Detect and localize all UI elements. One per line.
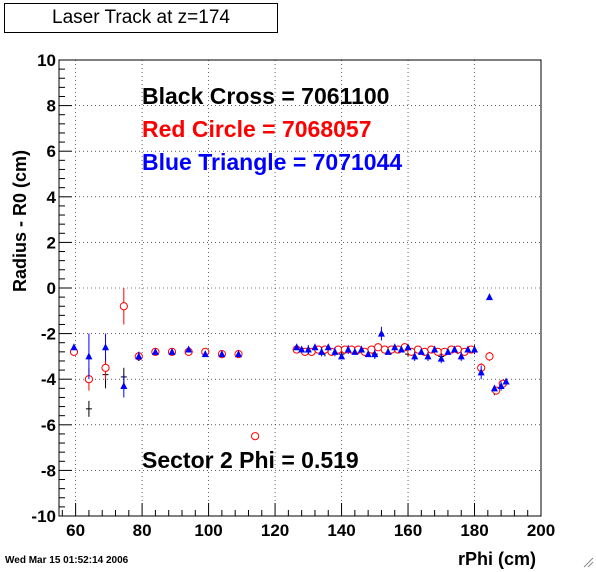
blue-triangle-point: [185, 345, 193, 353]
y-tick-label: 6: [47, 142, 56, 161]
blue-triangle-point: [444, 347, 452, 355]
blue-triangle-point: [318, 347, 326, 355]
blue-triangle-point: [218, 350, 226, 358]
blue-triangle-point: [293, 343, 301, 351]
blue-triangle-point: [451, 345, 459, 353]
annotation-label: Black Cross = 7061100: [142, 83, 389, 109]
x-axis-title: rPhi (cm): [458, 549, 536, 569]
red-circle-point: [101, 363, 110, 372]
blue-triangle-point: [391, 343, 399, 351]
blue-triangle-point: [324, 343, 332, 351]
axes: 60 80 100 120 140 160 180 200 -10 -8 -6 -4 -2 0 2 4 6 8 10: [31, 51, 555, 540]
blue-triangle-point: [464, 345, 472, 353]
blue-triangle-point: [490, 384, 498, 392]
annotation-label: Sector 2 Phi = 0.519: [142, 447, 359, 473]
y-tick-label: 10: [37, 51, 56, 70]
blue-triangle-point: [235, 350, 243, 358]
blue-triangle-point: [168, 347, 176, 355]
blue-triangle-point: [424, 352, 432, 360]
blue-triangle-point: [311, 343, 319, 351]
resize-handle-icon[interactable]: [582, 556, 594, 568]
blue-triangle-point: [411, 352, 419, 360]
blue-triangle-point: [201, 350, 209, 358]
blue-triangle-point: [304, 345, 312, 353]
blue-triangle-point: [85, 352, 93, 360]
annotation-label: Red Circle = 7068057: [142, 116, 372, 142]
blue-triangle-point: [417, 347, 425, 355]
red-circle-point: [485, 352, 494, 361]
blue-triangle-point: [344, 345, 352, 353]
blue-triangle-point: [135, 352, 143, 360]
blue-triangle-point: [371, 350, 379, 358]
x-tick-label: 160: [394, 521, 422, 540]
blue-triangle-point: [437, 354, 445, 362]
y-tick-label: 0: [47, 279, 56, 298]
y-tick-label: 8: [47, 97, 56, 116]
footer-timestamp: Wed Mar 15 01:52:14 2006: [5, 555, 129, 566]
blue-triangle-point: [351, 347, 359, 355]
annotations: Black Cross = 7061100 Red Circle = 706805…: [142, 83, 402, 473]
x-tick-label: 80: [133, 521, 152, 540]
x-tick-label: 200: [527, 521, 555, 540]
y-tick-label: 2: [47, 233, 56, 252]
blue-triangle-point: [397, 345, 405, 353]
x-tick-label: 180: [460, 521, 488, 540]
y-tick-label: 4: [47, 188, 57, 207]
blue-triangle-point: [497, 382, 505, 390]
x-tick-label: 140: [327, 521, 355, 540]
blue-triangle-point: [471, 345, 479, 353]
blue-triangle-point: [70, 343, 78, 351]
blue-triangle-point: [477, 368, 485, 376]
y-tick-label: -2: [41, 325, 56, 344]
annotation-label: Blue Triangle = 7071044: [142, 149, 402, 175]
blue-triangle-point: [502, 377, 510, 385]
x-tick-label: 120: [261, 521, 289, 540]
y-tick-label: -4: [41, 370, 57, 389]
blue-triangle-point: [338, 352, 346, 360]
y-tick-label: -10: [31, 507, 56, 526]
blue-triangle-point: [457, 352, 465, 360]
blue-triangle-point: [404, 343, 412, 351]
red-circle-point: [251, 432, 260, 441]
y-tick-label: -6: [41, 416, 56, 435]
y-axis-title: Radius - R0 (cm): [10, 150, 30, 292]
blue-triangle-point: [485, 293, 493, 301]
blue-triangle-point: [364, 350, 372, 358]
x-tick-label: 60: [66, 521, 85, 540]
blue-triangle-point: [377, 329, 385, 337]
chart-title: Laser Track at z=174: [4, 3, 278, 33]
blue-triangle-point: [298, 345, 306, 353]
blue-triangle-point: [431, 345, 439, 353]
grid-lines: [59, 60, 541, 516]
blue-triangle-point: [151, 347, 159, 355]
blue-triangle-point: [102, 343, 110, 351]
blue-triangle-point: [357, 345, 365, 353]
blue-triangle-point: [384, 347, 392, 355]
red-circle-point: [119, 302, 128, 311]
red-circle-point: [374, 343, 383, 352]
blue-triangle-point: [331, 347, 339, 355]
x-tick-label: 100: [194, 521, 222, 540]
blue-triangle-point: [120, 382, 128, 390]
data-markers: [69, 288, 510, 441]
y-tick-label: -8: [41, 461, 56, 480]
